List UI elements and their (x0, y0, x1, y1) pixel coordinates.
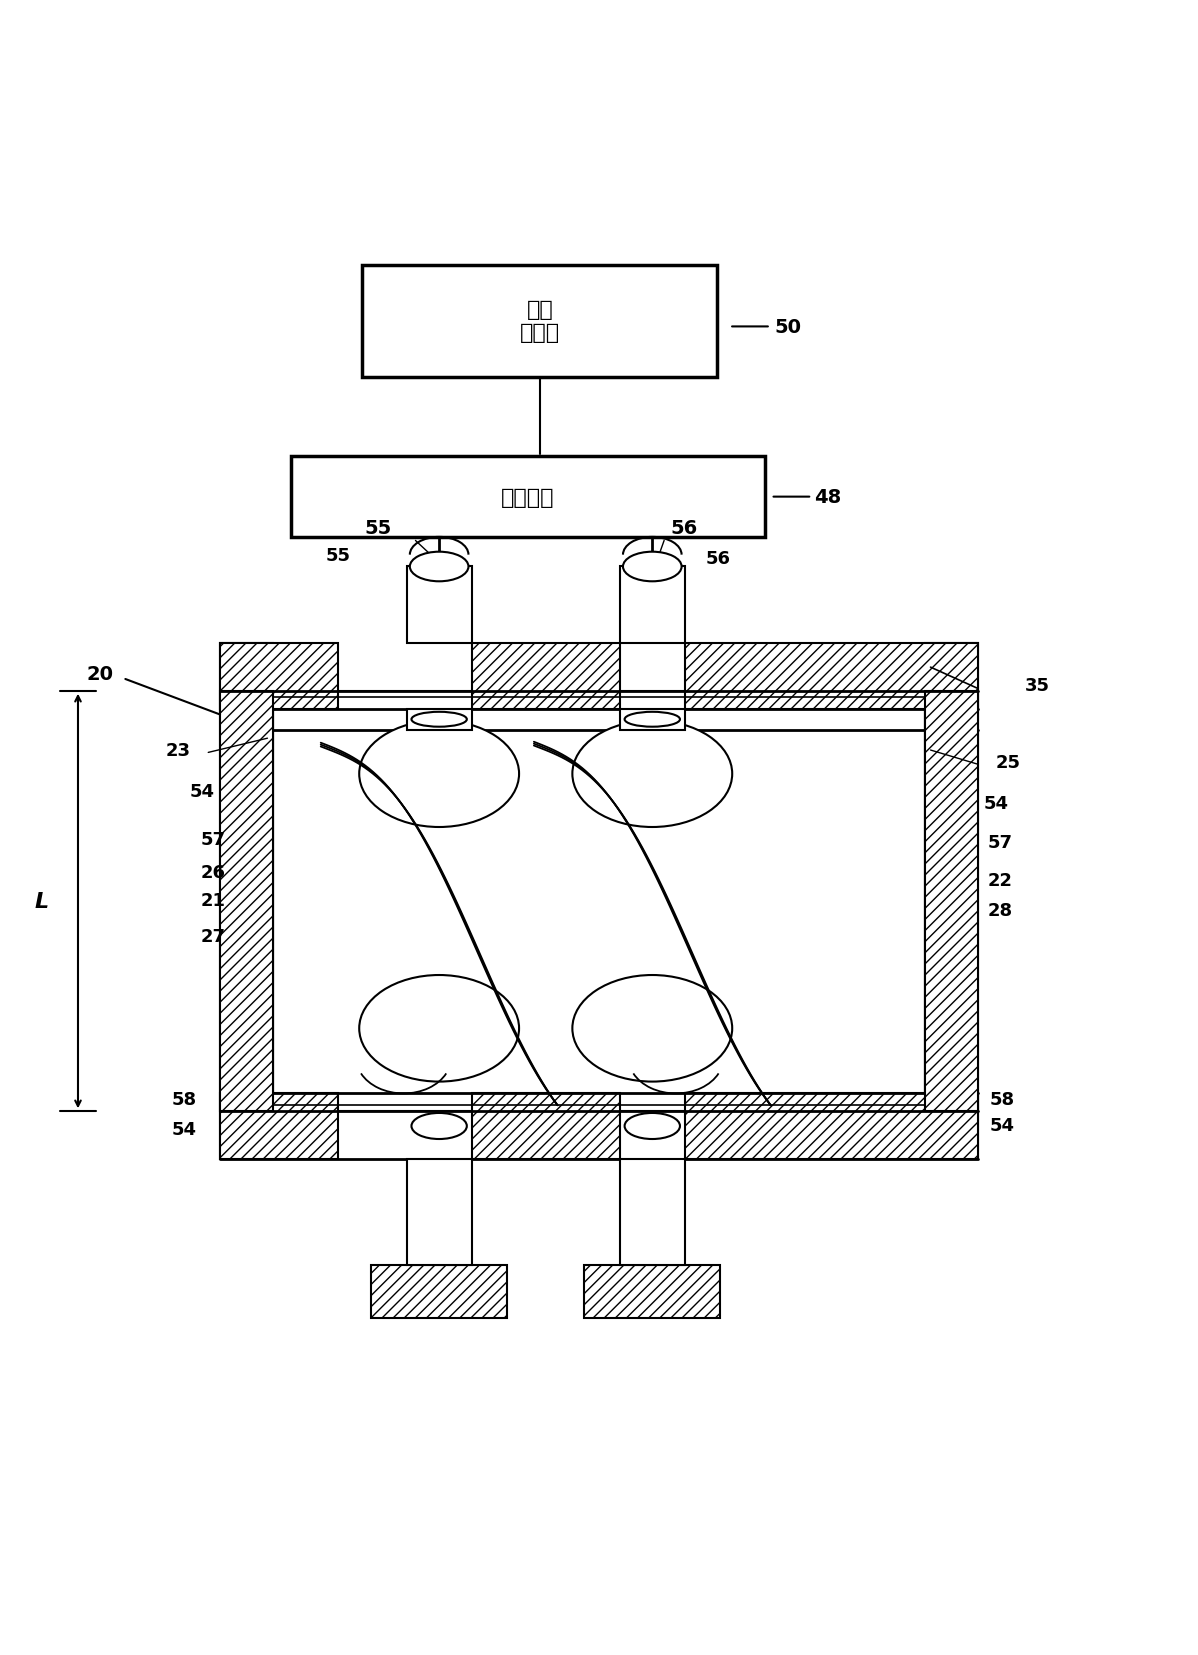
Text: 21: 21 (201, 892, 226, 910)
Ellipse shape (411, 712, 467, 727)
Ellipse shape (410, 553, 468, 583)
Text: 28: 28 (987, 902, 1012, 919)
Text: 22: 22 (987, 872, 1012, 890)
Bar (220, 1094, 339, 1158)
Text: 55: 55 (326, 546, 350, 564)
Text: 55: 55 (364, 518, 392, 538)
Text: 25: 25 (996, 753, 1021, 771)
Text: 56: 56 (670, 518, 697, 538)
Text: 26: 26 (201, 864, 226, 882)
Bar (220, 644, 273, 1158)
Bar (619, 568, 685, 644)
Text: 58: 58 (171, 1091, 196, 1109)
Bar (273, 692, 925, 1112)
Ellipse shape (359, 975, 519, 1082)
Bar (472, 644, 619, 708)
Text: 58: 58 (990, 1091, 1015, 1109)
Text: 48: 48 (815, 488, 842, 506)
Text: 27: 27 (201, 927, 226, 945)
Bar (685, 644, 978, 708)
Bar (619, 1158, 685, 1266)
Text: 57: 57 (987, 834, 1012, 852)
Bar (472, 1094, 619, 1158)
Ellipse shape (359, 722, 519, 828)
Bar (362, 265, 718, 377)
Text: 54: 54 (189, 783, 214, 801)
Ellipse shape (623, 553, 682, 583)
Text: 35: 35 (1025, 677, 1051, 695)
Bar (585, 1266, 720, 1319)
Text: 54: 54 (171, 1120, 196, 1139)
Bar (925, 644, 978, 1158)
Bar (371, 1266, 507, 1319)
Text: 54: 54 (984, 794, 1009, 813)
Bar (220, 692, 273, 1112)
Ellipse shape (411, 1114, 467, 1139)
Text: 20: 20 (86, 664, 114, 684)
Text: 齿轮机构: 齿轮机构 (501, 487, 555, 508)
Bar (406, 568, 472, 644)
Bar (925, 692, 978, 1112)
Bar (619, 708, 685, 730)
Text: L: L (35, 892, 48, 912)
Text: 56: 56 (706, 549, 731, 568)
Text: 50: 50 (774, 318, 801, 336)
Bar (685, 1094, 978, 1158)
Ellipse shape (573, 722, 732, 828)
Bar (220, 644, 339, 708)
Bar (406, 708, 472, 730)
Text: 23: 23 (165, 741, 190, 760)
Ellipse shape (624, 1114, 680, 1139)
Text: 驱动
电动机: 驱动 电动机 (520, 300, 559, 343)
Bar (406, 1158, 472, 1266)
Text: 57: 57 (201, 831, 226, 849)
Bar (291, 457, 764, 538)
Ellipse shape (573, 975, 732, 1082)
Text: 54: 54 (990, 1117, 1015, 1135)
Ellipse shape (624, 712, 680, 727)
